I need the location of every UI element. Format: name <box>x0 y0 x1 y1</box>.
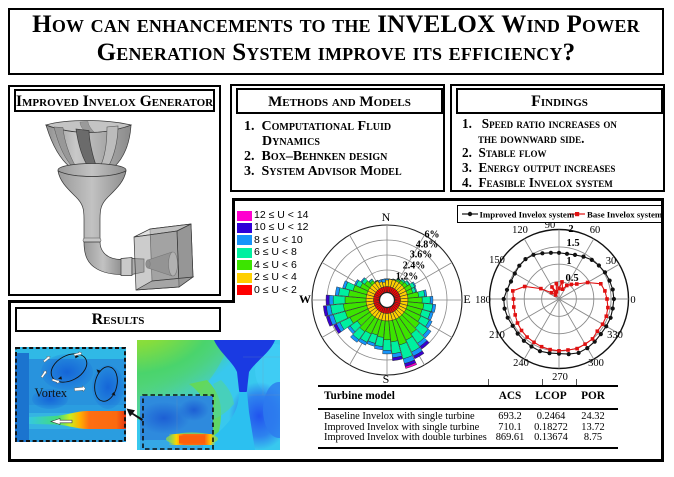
svg-text:0.5: 0.5 <box>565 273 578 284</box>
svg-text:6%: 6% <box>425 230 440 241</box>
svg-text:180: 180 <box>475 295 491 306</box>
svg-text:2.4%: 2.4% <box>403 261 426 272</box>
svg-text:4.8%: 4.8% <box>416 240 439 251</box>
svg-text:Base Invelox system: Base Invelox system <box>587 209 661 219</box>
svg-text:30: 30 <box>606 256 617 267</box>
svg-text:S: S <box>383 372 390 386</box>
svg-text:90: 90 <box>545 220 556 231</box>
svg-text:150: 150 <box>489 255 505 266</box>
svg-text:210: 210 <box>489 330 505 341</box>
svg-text:N: N <box>382 210 391 224</box>
svg-text:3.6%: 3.6% <box>410 250 433 261</box>
svg-text:1: 1 <box>566 256 571 267</box>
svg-text:270: 270 <box>552 372 568 383</box>
svg-text:1.2%: 1.2% <box>396 272 419 283</box>
svg-text:330: 330 <box>607 330 623 341</box>
svg-text:W: W <box>299 292 311 306</box>
svg-text:300: 300 <box>588 358 604 369</box>
svg-text:0: 0 <box>630 295 635 306</box>
svg-text:1.5: 1.5 <box>566 238 579 249</box>
svg-text:2: 2 <box>568 224 573 235</box>
svg-text:Vortex: Vortex <box>35 386 68 400</box>
svg-text:60: 60 <box>590 225 601 236</box>
svg-text:240: 240 <box>513 358 529 369</box>
svg-text:Improved Invelox system: Improved Invelox system <box>480 209 575 219</box>
svg-text:120: 120 <box>512 225 528 236</box>
svg-text:E: E <box>463 292 470 306</box>
